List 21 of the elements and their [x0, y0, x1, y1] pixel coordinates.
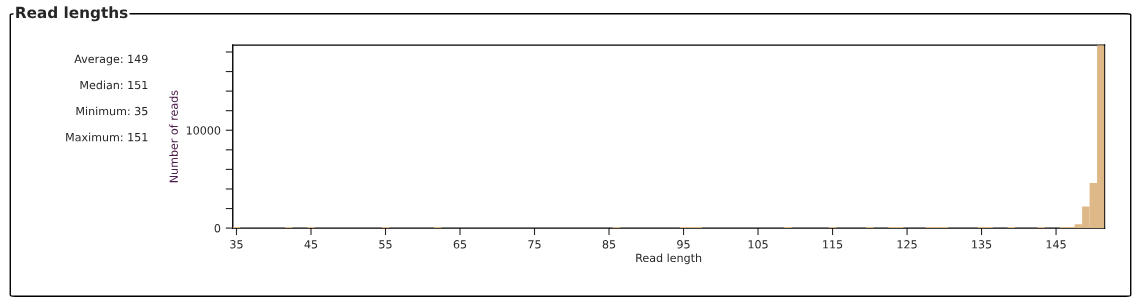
x-tick-label: 45 — [304, 240, 318, 249]
x-tick-label: 135 — [972, 240, 992, 249]
x-tick-label: 115 — [823, 240, 843, 249]
text: Maximum: 151 — [66, 132, 148, 142]
y-tick-label: 0 — [214, 224, 221, 233]
x-tick-label: 145 — [1046, 240, 1066, 249]
y-axis-title: Number of reads — [169, 90, 178, 183]
x-axis-title: Read length — [636, 253, 702, 265]
x-tick-label: 65 — [453, 240, 467, 249]
x-tick-label: 35 — [230, 240, 243, 249]
text: Average: 149 — [74, 54, 148, 66]
y-tick-label: 10000 — [186, 126, 221, 135]
x-tick-label: 75 — [528, 240, 541, 249]
x-tick-label: 85 — [602, 240, 616, 249]
text: Read lengths — [16, 6, 128, 22]
text: Minimum: 35 — [76, 106, 148, 116]
text: Median: 151 — [80, 80, 148, 90]
x-tick-label: 95 — [677, 240, 690, 249]
x-tick-label: 55 — [379, 240, 392, 249]
x-tick-label: 125 — [897, 240, 917, 249]
x-tick-label: 105 — [748, 240, 768, 249]
